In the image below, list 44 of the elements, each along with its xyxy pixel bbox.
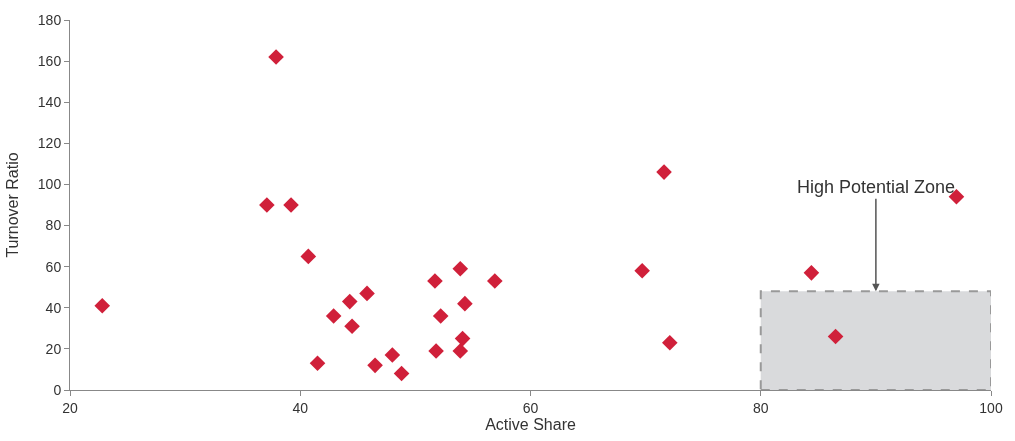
y-tick-label: 100 bbox=[37, 176, 62, 193]
point bbox=[283, 197, 299, 213]
point bbox=[457, 295, 473, 312]
x-tick-label: 60 bbox=[522, 399, 539, 416]
y-axis-title: Turnover Ratio bbox=[3, 152, 21, 258]
point bbox=[309, 355, 326, 372]
point bbox=[367, 357, 383, 374]
y-tick-label: 0 bbox=[53, 381, 62, 398]
point bbox=[827, 328, 844, 345]
point bbox=[432, 308, 449, 324]
point bbox=[393, 365, 410, 382]
y-tick-label: 140 bbox=[37, 94, 62, 111]
y-tick-label: 80 bbox=[45, 217, 62, 234]
point bbox=[94, 297, 111, 314]
point bbox=[259, 197, 275, 213]
x-tick-label: 80 bbox=[752, 399, 769, 416]
point bbox=[344, 318, 360, 335]
x-axis-title: Active Share bbox=[485, 415, 576, 433]
y-tick-label: 60 bbox=[45, 258, 62, 275]
y-tick-label: 160 bbox=[37, 53, 62, 70]
x-tick-label: 100 bbox=[979, 399, 1003, 416]
x-tick-label: 40 bbox=[292, 399, 309, 416]
y-tick-label: 20 bbox=[45, 340, 62, 357]
point bbox=[300, 248, 317, 265]
y-tick-label: 40 bbox=[45, 299, 62, 316]
x-tick-label: 20 bbox=[62, 399, 78, 416]
annotation: High Potential Zone bbox=[797, 177, 956, 197]
point bbox=[452, 260, 469, 277]
point bbox=[454, 330, 471, 347]
point bbox=[634, 262, 650, 279]
point bbox=[268, 49, 284, 65]
point bbox=[427, 273, 443, 289]
point bbox=[428, 343, 444, 359]
y-tick-label: 180 bbox=[37, 11, 62, 28]
y-tick-label: 120 bbox=[37, 135, 62, 152]
point bbox=[803, 265, 820, 281]
point bbox=[359, 285, 375, 302]
point bbox=[325, 308, 342, 324]
point bbox=[341, 293, 358, 310]
point bbox=[656, 164, 672, 180]
point bbox=[384, 347, 401, 363]
point bbox=[452, 343, 469, 359]
point bbox=[662, 334, 678, 351]
point bbox=[487, 273, 503, 289]
